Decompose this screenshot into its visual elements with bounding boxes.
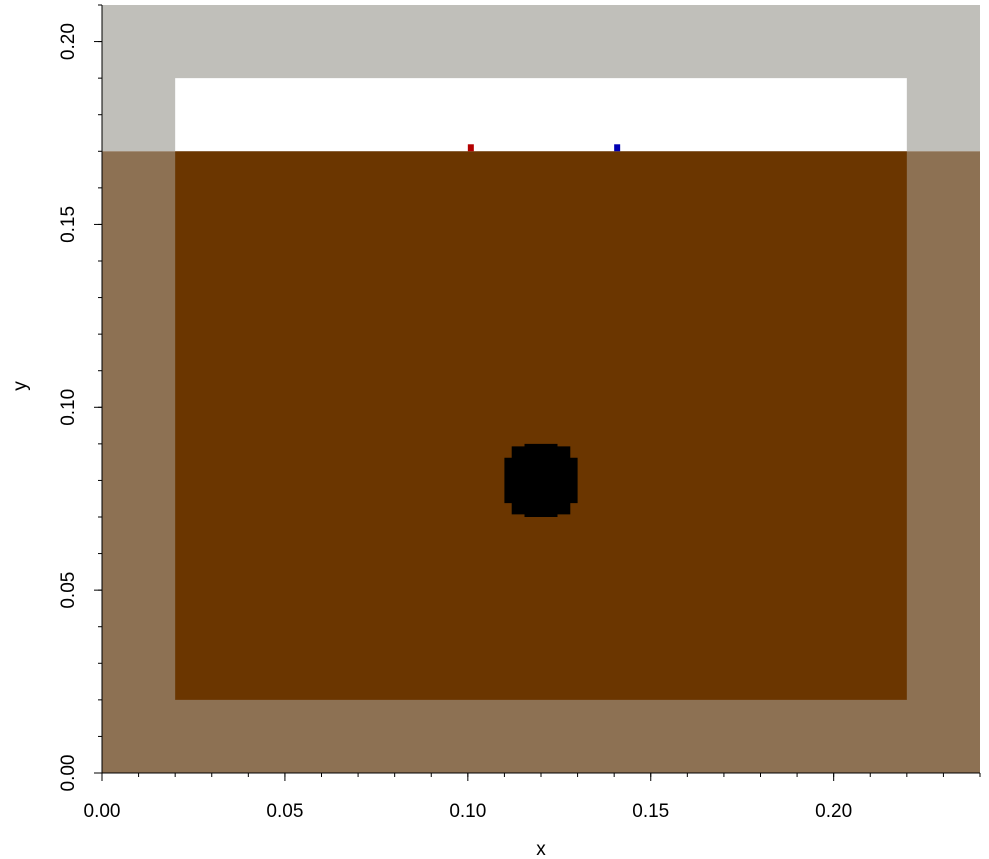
x-tick-label: 0.00 — [84, 801, 121, 822]
y-tick-label: 0.05 — [58, 572, 79, 609]
x-tick-label: 0.15 — [632, 801, 669, 822]
black-circle-inclusion — [504, 443, 578, 517]
inclusion-layer — [504, 443, 578, 517]
y-axis-label: y — [10, 381, 31, 391]
inner-upper-region — [175, 78, 907, 152]
x-axis-label: x — [536, 839, 546, 859]
markers-layer — [467, 144, 621, 152]
regions-layer — [102, 5, 980, 774]
y-tick-label: 0.00 — [58, 755, 79, 792]
y-tick-label: 0.10 — [58, 389, 79, 426]
y-tick-label: 0.15 — [58, 206, 79, 243]
x-tick-label: 0.20 — [815, 801, 852, 822]
inner-lower-region — [175, 151, 907, 700]
red-marker — [467, 144, 474, 152]
x-tick-label: 0.10 — [449, 801, 486, 822]
ticks-layer: 0.00 0.05 0.10 0.15 0.20 0.00 0.05 0.10 0.15 0.20 — [58, 4, 981, 822]
x-tick-label: 0.05 — [266, 801, 303, 822]
blue-marker — [614, 144, 621, 152]
y-tick-label: 0.20 — [58, 23, 79, 60]
